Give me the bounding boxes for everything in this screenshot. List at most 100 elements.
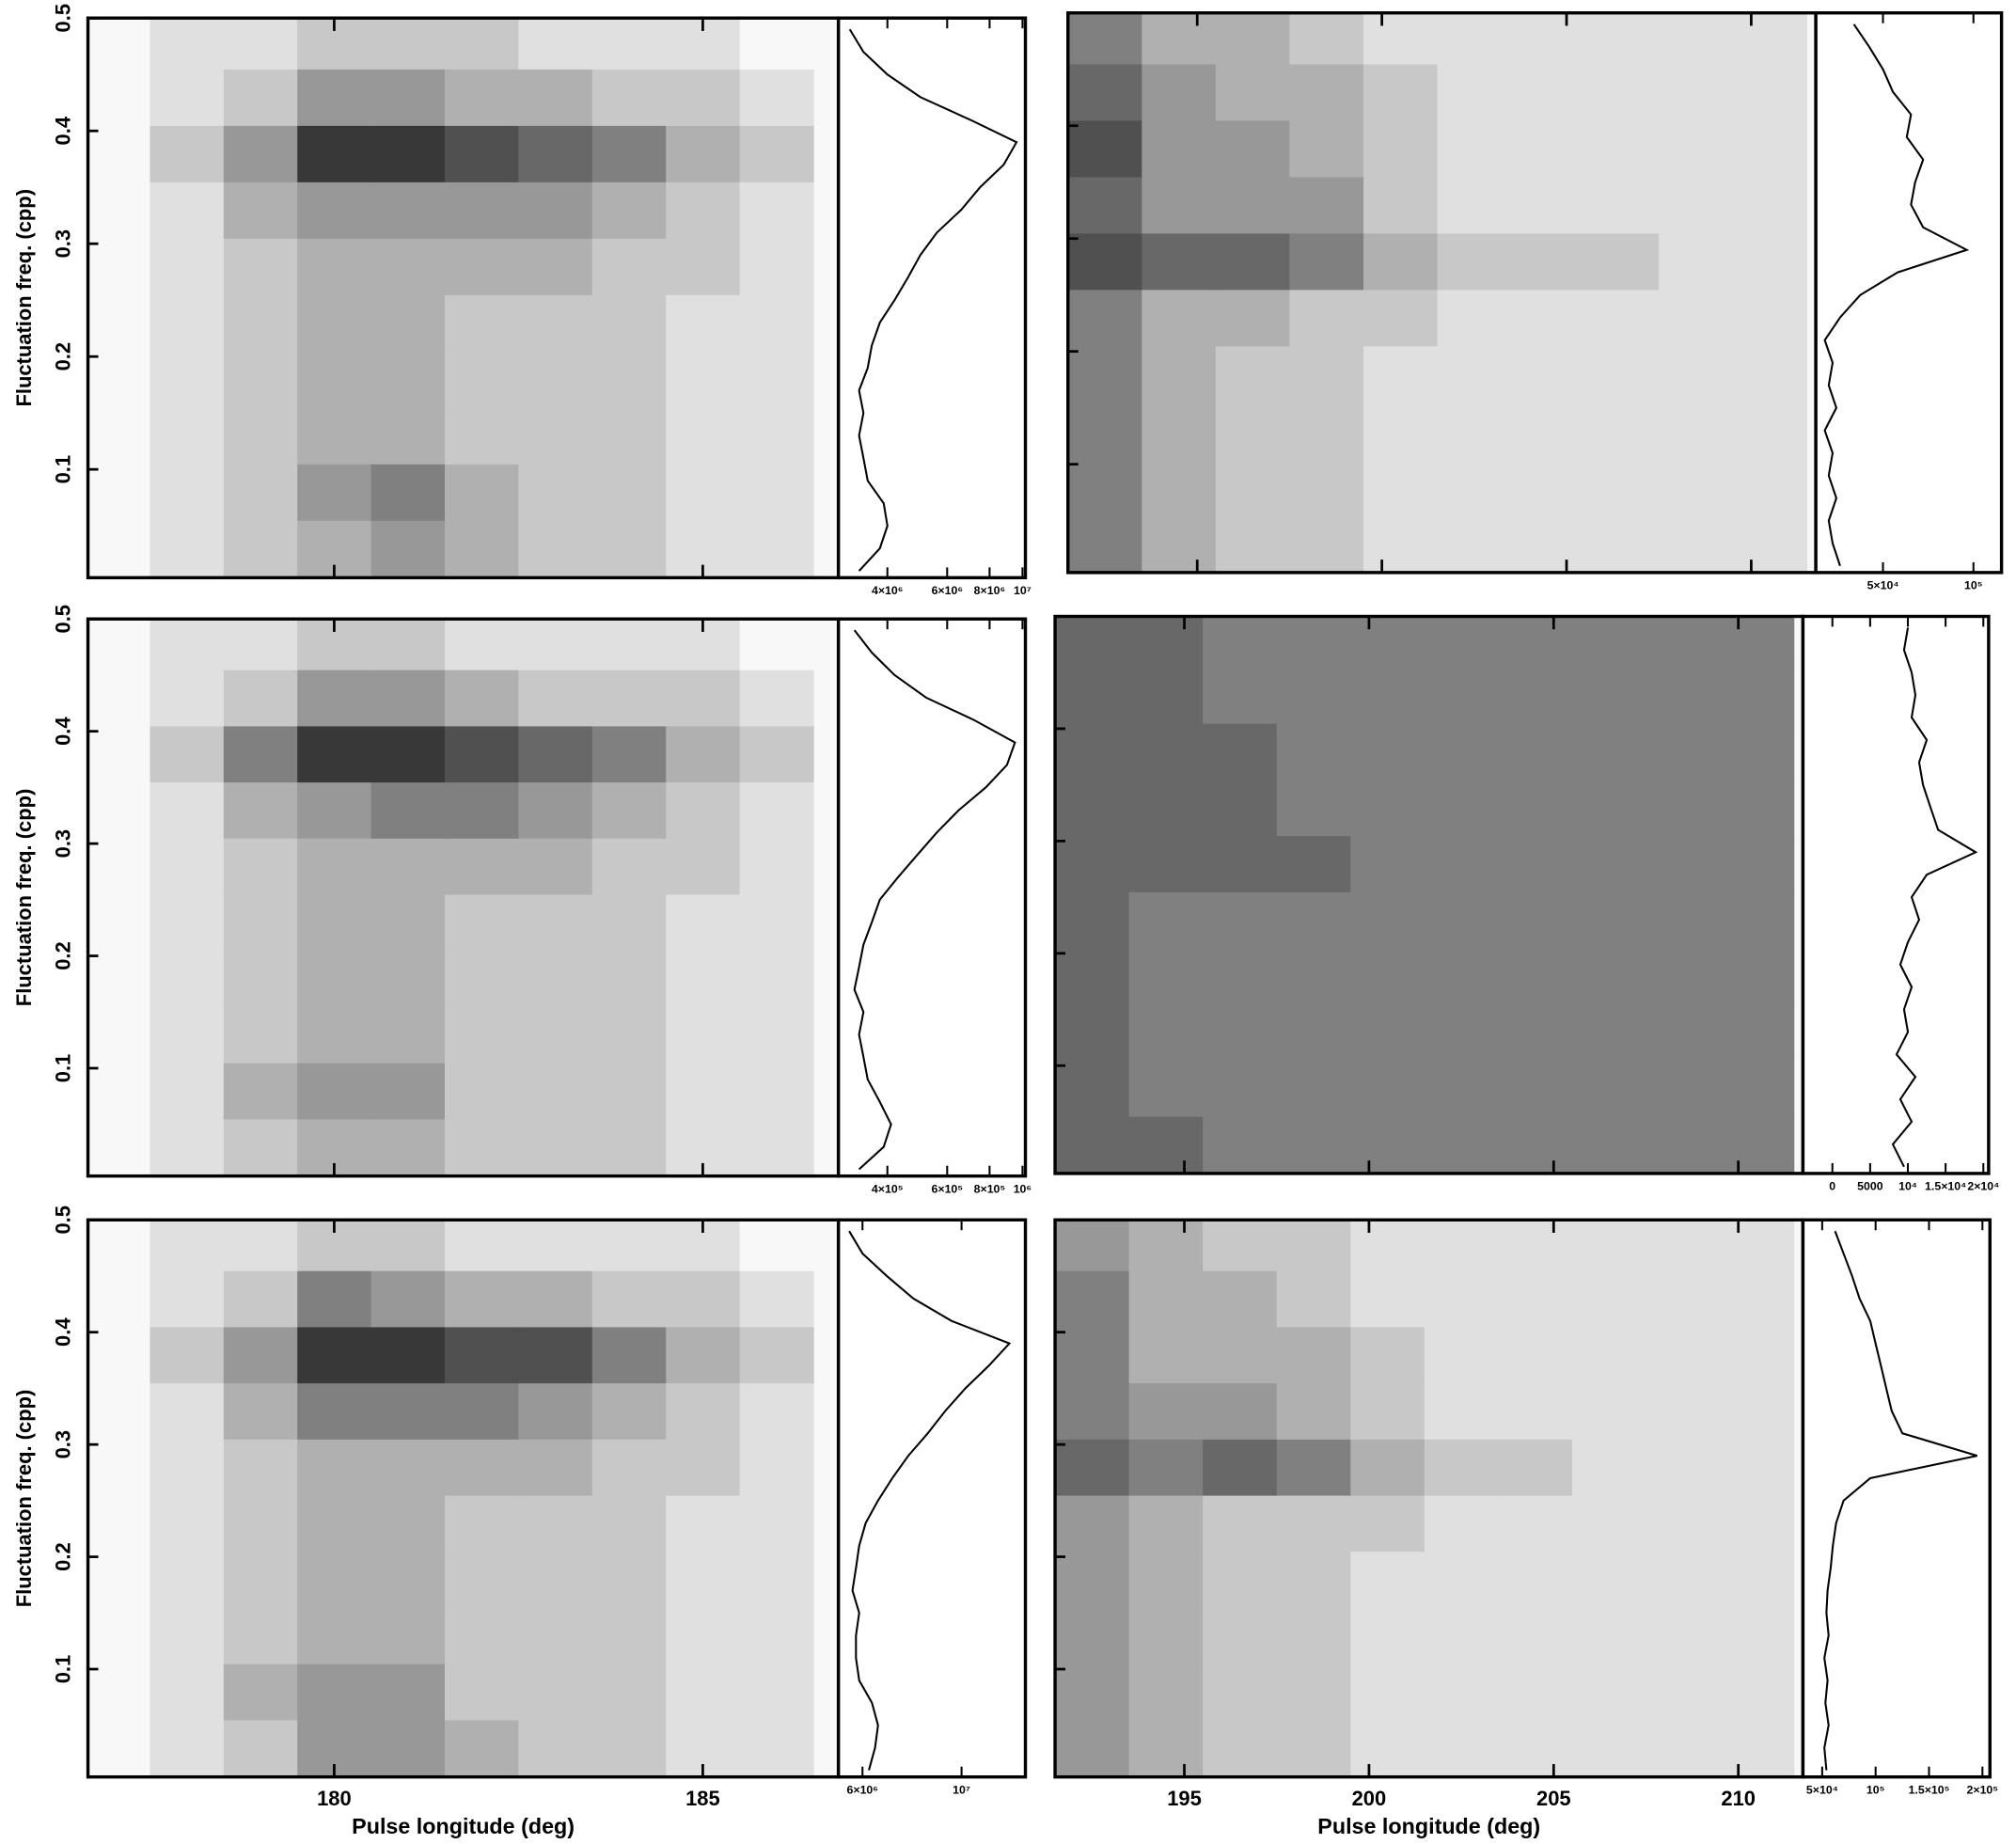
heatmap-cell <box>1571 616 1647 668</box>
heatmap-cell <box>1424 1607 1500 1664</box>
heatmap-cell <box>666 69 741 126</box>
heatmap-cell <box>1128 1551 1204 1609</box>
side-x-tick-label: 10⁵ <box>1964 579 1983 592</box>
heatmap-cell <box>739 1663 814 1721</box>
x-axis-label: Pulse longitude (deg) <box>1317 1814 1540 1838</box>
heatmap-cell <box>1362 345 1439 403</box>
heatmap-cell <box>1203 1060 1278 1117</box>
heatmap-cell <box>445 407 520 465</box>
heatmap-cell <box>1659 345 1734 403</box>
heatmap-cell <box>666 725 741 783</box>
heatmap-cell <box>223 1118 298 1176</box>
heatmap-cell <box>87 725 151 783</box>
x-tick-label: 180 <box>317 1787 352 1810</box>
heatmap-cell <box>370 1220 446 1271</box>
heatmap-cell <box>370 1551 446 1609</box>
heatmap-cell <box>1424 1326 1500 1384</box>
heatmap-cell <box>370 838 446 895</box>
heatmap-cell <box>1424 1663 1500 1721</box>
heatmap-cell <box>518 238 593 295</box>
heatmap-cell <box>1732 402 1808 460</box>
heatmap-cell <box>445 520 520 577</box>
heatmap-cell <box>1055 1220 1130 1271</box>
heatmap-cell <box>150 407 225 465</box>
heatmap-cell <box>1571 1439 1647 1496</box>
heatmap-cell <box>445 619 520 670</box>
heatmap-cell <box>591 1382 667 1440</box>
heatmap-cell <box>591 18 667 70</box>
y-tick-label: 0.3 <box>51 229 74 259</box>
heatmap-cell <box>1276 1060 1351 1117</box>
heatmap-cell <box>1646 1003 1721 1061</box>
heatmap-cell <box>445 781 520 839</box>
heatmap-cell <box>297 781 372 839</box>
heatmap-cell <box>150 464 225 521</box>
heatmap-cell <box>1067 289 1143 347</box>
heatmap-cell <box>739 464 814 521</box>
heatmap-cell <box>1128 1003 1204 1061</box>
heatmap-cell <box>1203 779 1278 837</box>
y-tick-label: 0.5 <box>51 605 74 634</box>
heatmap-cell <box>1128 835 1204 892</box>
heatmap-cell <box>1350 722 1425 780</box>
heatmap-cell <box>1142 345 1217 403</box>
side-x-tick-label: 8×10⁶ <box>974 584 1005 597</box>
heatmap-cell <box>370 950 446 1007</box>
y-axis-label: Fluctuation freq. (cpp) <box>12 1390 36 1608</box>
heatmap-cell <box>1732 458 1808 516</box>
heatmap-cell <box>1350 1663 1425 1721</box>
heatmap-cell <box>87 181 151 239</box>
heatmap-cell <box>591 893 667 952</box>
heatmap-cell <box>518 1063 593 1120</box>
side-spectrum <box>1823 24 1970 567</box>
heatmap-cell <box>591 181 667 239</box>
heatmap-cell <box>591 619 667 670</box>
heatmap-cell <box>1055 779 1130 837</box>
heatmap-cell <box>1720 1115 1795 1174</box>
heatmap-cell <box>1350 1060 1425 1117</box>
heatmap-cell <box>297 69 372 126</box>
heatmap-cell <box>223 1551 298 1609</box>
heatmap-cell <box>1142 514 1217 573</box>
heatmap-cell <box>1067 458 1143 516</box>
heatmap-cell <box>1584 63 1660 121</box>
heatmap-cell <box>1424 667 1500 724</box>
heatmap-cell <box>1498 1719 1573 1777</box>
heatmap-cell <box>223 294 298 352</box>
heatmap-cell <box>1720 1326 1795 1384</box>
heatmap-cell <box>1584 514 1660 573</box>
heatmap <box>87 18 814 577</box>
heatmap-cell <box>518 893 593 952</box>
heatmap-cell <box>1571 1060 1647 1117</box>
x-tick-label: 210 <box>1721 1787 1756 1810</box>
heatmap-cell <box>739 294 814 352</box>
side-x-tick-label: 10⁷ <box>953 1784 970 1797</box>
heatmap-cell <box>591 1551 667 1609</box>
heatmap-cell <box>666 407 741 465</box>
heatmap-cell <box>1498 1060 1573 1117</box>
heatmap-cell <box>223 520 298 577</box>
heatmap-cell <box>223 125 298 182</box>
heatmap-cell <box>370 520 446 577</box>
x-axis-label: Pulse longitude (deg) <box>352 1814 575 1838</box>
heatmap-cell <box>1424 1551 1500 1609</box>
heatmap-cell <box>445 181 520 239</box>
heatmap-cell <box>150 18 225 70</box>
side-x-tick-label: 10⁵ <box>1866 1784 1885 1797</box>
heatmap-cell <box>1128 1494 1204 1552</box>
heatmap-cell <box>1584 458 1660 516</box>
heatmap-cell <box>1289 232 1364 291</box>
heatmap-cell <box>739 619 814 670</box>
side-x-tick-label: 10⁶ <box>1014 1182 1032 1195</box>
side-x-tick-label: 5000 <box>1857 1180 1883 1193</box>
heatmap-cell <box>739 781 814 839</box>
heatmap-cell <box>739 1118 814 1176</box>
heatmap-cell <box>1511 402 1586 460</box>
heatmap-cell <box>1362 289 1439 347</box>
heatmap-cell <box>87 950 151 1007</box>
heatmap-cell <box>1203 1439 1278 1496</box>
heatmap-cell <box>1350 1607 1425 1664</box>
heatmap-cell <box>1584 176 1660 234</box>
heatmap-cell <box>1646 1270 1721 1328</box>
heatmap-cell <box>1203 1663 1278 1721</box>
